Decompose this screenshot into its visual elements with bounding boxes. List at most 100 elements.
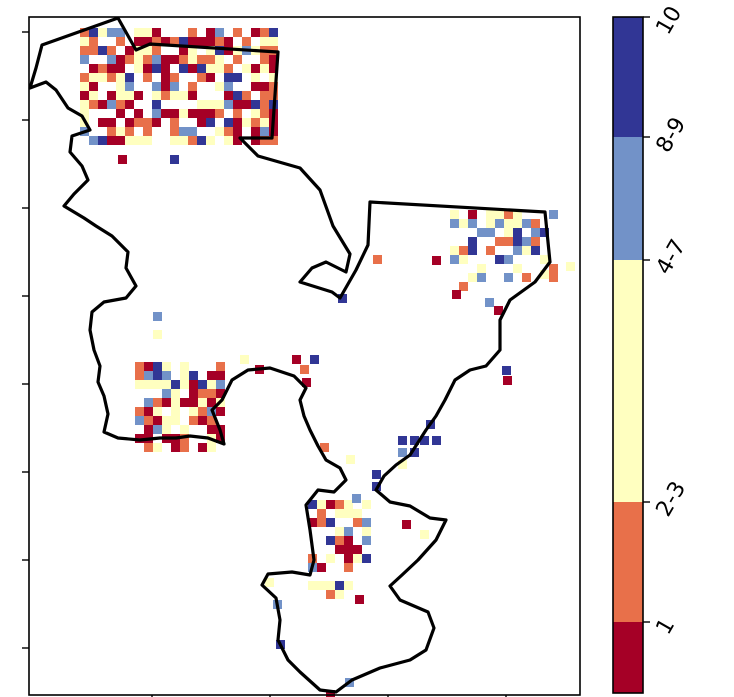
raster-cell [207, 371, 216, 380]
raster-cell [326, 518, 335, 527]
raster-cell [107, 136, 116, 145]
raster-cell [504, 219, 513, 228]
raster-cell [513, 210, 522, 219]
raster-cell [215, 37, 224, 46]
raster-cell [373, 255, 382, 264]
raster-cell [134, 118, 143, 127]
raster-cell [504, 210, 513, 219]
raster-cell [494, 306, 503, 315]
raster-cell [410, 436, 419, 445]
raster-cell [153, 380, 162, 389]
raster-cell [233, 100, 242, 109]
raster-cell [233, 91, 242, 100]
raster-cell [152, 82, 161, 91]
raster-cell [161, 109, 170, 118]
raster-cell [531, 219, 540, 228]
raster-cell [125, 73, 134, 82]
raster-cell [189, 416, 198, 425]
raster-cell [468, 219, 477, 228]
raster-cell [344, 581, 353, 590]
raster-cell [215, 55, 224, 64]
raster-cell [180, 362, 189, 371]
raster-cell [107, 118, 116, 127]
raster-cell [153, 330, 162, 339]
raster-cell [224, 91, 233, 100]
raster-cell [216, 371, 225, 380]
raster-cell [153, 407, 162, 416]
raster-cell [242, 64, 251, 73]
raster-cell [269, 28, 278, 37]
raster-cell [450, 255, 459, 264]
colorbar-label-4-7: 4-7 [652, 235, 692, 279]
raster-cell [170, 37, 179, 46]
raster-cell [80, 37, 89, 46]
raster-cell [260, 136, 269, 145]
raster-cell [107, 91, 116, 100]
raster-cell [153, 416, 162, 425]
raster-cell [260, 127, 269, 136]
raster-cell [513, 246, 522, 255]
raster-cell [188, 37, 197, 46]
raster-cell [459, 219, 468, 228]
raster-cell [89, 46, 98, 55]
colorbar-label-1: 1 [652, 614, 681, 639]
raster-cell [170, 109, 179, 118]
raster-cell [531, 237, 540, 246]
raster-cell [260, 100, 269, 109]
raster-cell [486, 210, 495, 219]
raster-cell [179, 109, 188, 118]
raster-cell [206, 37, 215, 46]
raster-cell [198, 443, 207, 452]
raster-cell [171, 380, 180, 389]
raster-cell [180, 371, 189, 380]
raster-cell [353, 554, 362, 563]
raster-cell [89, 37, 98, 46]
raster-cell [251, 109, 260, 118]
raster-cell [179, 136, 188, 145]
raster-cell [513, 219, 522, 228]
raster-cell [355, 595, 364, 604]
raster-cell [125, 127, 134, 136]
raster-cell [549, 273, 558, 282]
raster-cell [188, 46, 197, 55]
raster-cell [170, 136, 179, 145]
raster-cell [161, 73, 170, 82]
raster-cell [116, 100, 125, 109]
raster-cell [162, 362, 171, 371]
raster-cell [207, 416, 216, 425]
raster-cell [317, 581, 326, 590]
raster-cell [89, 64, 98, 73]
raster-cell [352, 494, 361, 503]
axis-ticks [22, 31, 507, 697]
raster-cell [326, 554, 335, 563]
raster-cell [188, 136, 197, 145]
raster-cell [308, 581, 317, 590]
raster-cell [98, 73, 107, 82]
raster-cell [344, 554, 353, 563]
raster-cell [224, 64, 233, 73]
raster-cell [242, 37, 251, 46]
raster-cell [179, 37, 188, 46]
raster-cell [180, 398, 189, 407]
raster-cell [89, 28, 98, 37]
raster-cell [450, 210, 459, 219]
raster-cell [308, 518, 317, 527]
raster-cell [144, 443, 153, 452]
raster-cell [206, 55, 215, 64]
raster-cell [179, 55, 188, 64]
raster-cell [540, 228, 549, 237]
raster-cell [135, 416, 144, 425]
colorbar-swatch-2-3 [613, 502, 643, 622]
raster-cell [216, 362, 225, 371]
raster-cell [89, 136, 98, 145]
raster-cell [224, 118, 233, 127]
raster-cell [260, 28, 269, 37]
raster-cell [477, 228, 486, 237]
raster-cell [317, 500, 326, 509]
raster-cell [251, 118, 260, 127]
raster-cell [317, 509, 326, 518]
raster-cell [197, 64, 206, 73]
raster-cell [326, 536, 335, 545]
raster-cell [144, 407, 153, 416]
raster-cell [98, 28, 107, 37]
